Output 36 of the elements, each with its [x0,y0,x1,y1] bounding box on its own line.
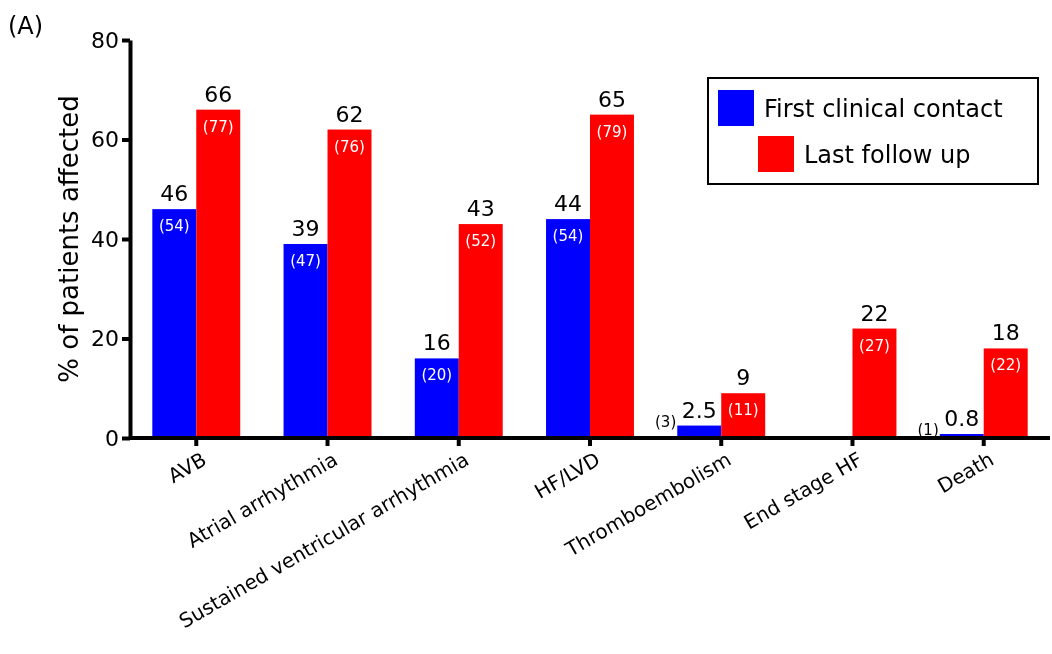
annotation: (27) [859,336,890,355]
annotation: (20) [421,366,453,385]
annotation: (79) [596,122,628,141]
annotation: (54) [552,227,584,246]
y-tick-label: 60 [91,127,119,153]
annotation: (77) [202,117,234,136]
annotation: (22) [990,356,1022,375]
y-tick-label: 20 [91,326,119,352]
data-label: 46 [160,181,189,207]
annotation: (76) [334,137,365,156]
legend-label: First clinical contact [764,95,1003,123]
annotation: (3) [655,412,677,431]
y-tick-label: 80 [91,27,119,53]
x-tick-label: AVB [163,447,211,488]
data-label: 62 [335,101,364,127]
y-tick-label: 0 [105,425,119,451]
annotation: (52) [465,232,497,251]
y-tick-label: 40 [91,226,119,252]
legend-label: Last follow up [804,141,971,169]
data-label: 39 [291,215,320,241]
data-label: 18 [991,320,1020,346]
annotation: (11) [727,401,759,420]
data-label: 0.8 [944,406,980,432]
chart-title: (A) [8,12,44,40]
data-label: 66 [204,81,233,107]
data-label: 9 [736,365,751,391]
annotation: (1) [917,421,939,440]
data-label: 22 [860,300,889,326]
data-label: 16 [422,330,451,356]
data-label: 65 [597,86,626,112]
data-label: 44 [554,191,583,217]
data-label: 2.5 [681,397,717,423]
data-label: 43 [466,196,495,222]
annotation: (54) [158,217,190,236]
annotation: (47) [290,251,321,270]
y-axis-title: % of patients affected [54,95,84,383]
